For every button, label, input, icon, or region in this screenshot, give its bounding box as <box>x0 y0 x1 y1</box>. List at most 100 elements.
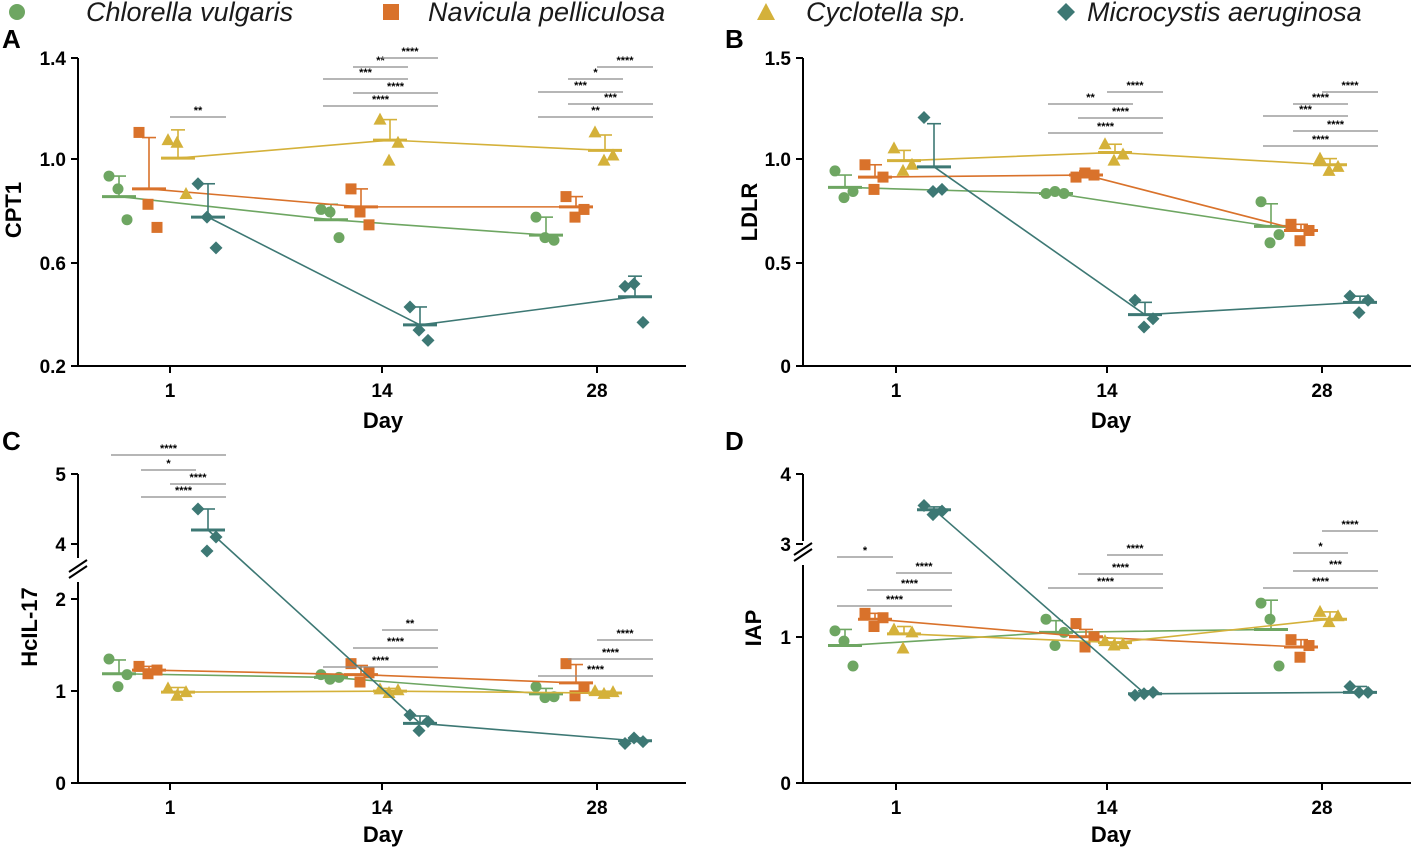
data-point-square <box>560 191 572 203</box>
data-point-square <box>868 621 880 633</box>
data-point-diamond <box>935 182 949 196</box>
series-microcystis-aeruginosa <box>191 502 652 751</box>
data-point-square <box>1303 224 1315 236</box>
data-point-triangle <box>373 682 387 695</box>
data-point-circle <box>838 635 850 647</box>
data-point-square <box>578 203 590 215</box>
data-point-triangle <box>373 112 387 125</box>
panel-d: D IAP Day <box>725 426 1132 847</box>
significance-label: **** <box>387 636 405 648</box>
panel-letter: A <box>2 24 21 54</box>
data-point-square <box>1294 235 1306 247</box>
data-point-diamond <box>935 504 949 518</box>
y-tick-label: 1 <box>55 682 66 703</box>
data-point-square <box>1303 640 1315 652</box>
significance-label: **** <box>1097 576 1115 588</box>
data-point-diamond <box>1343 679 1357 693</box>
data-point-square <box>569 211 581 223</box>
data-point-square <box>859 607 871 619</box>
data-point-diamond <box>200 210 214 224</box>
data-point-triangle <box>161 133 175 146</box>
axis-break-mark <box>68 559 88 573</box>
data-point-square <box>1088 631 1100 643</box>
data-point-square <box>354 676 366 688</box>
y-tick-label: 5 <box>55 465 66 486</box>
data-point-square <box>569 690 581 702</box>
data-point-circle <box>1264 237 1276 249</box>
data-point-triangle <box>391 683 405 696</box>
data-point-circle <box>121 214 133 226</box>
data-point-circle <box>530 211 542 223</box>
significance-brackets: ************************************* <box>837 519 1378 607</box>
data-point-diamond <box>1137 687 1151 701</box>
data-point-triangle <box>1116 147 1130 160</box>
data-point-square <box>345 183 357 195</box>
x-tick-label: 1 <box>165 798 176 819</box>
data-point-triangle <box>1098 137 1112 150</box>
axis-break-mark <box>793 548 813 562</box>
significance-label: **** <box>401 46 419 58</box>
significance-label: *** <box>604 92 618 104</box>
data-point-circle <box>103 170 115 182</box>
data-point-triangle <box>1331 609 1345 622</box>
series-navicula-pelliculosa <box>132 126 593 233</box>
data-point-circle <box>829 165 841 177</box>
y-tick-label: 1.5 <box>765 49 792 70</box>
data-point-triangle <box>887 622 901 635</box>
data-point-triangle <box>391 135 405 148</box>
data-point-triangle <box>905 625 919 638</box>
significance-label: **** <box>901 578 919 590</box>
legend-item-navicula: Navicula pelliculosa <box>383 0 665 27</box>
data-point-triangle <box>170 135 184 148</box>
data-point-circle <box>539 232 551 244</box>
y-tick-label: 0.5 <box>765 254 792 275</box>
y-tick-label: 0.2 <box>40 357 66 378</box>
y-tick-label: 0.6 <box>40 254 66 275</box>
significance-label: ** <box>376 55 385 67</box>
y-tick-label: 0 <box>780 357 791 378</box>
data-point-circle <box>1255 597 1267 609</box>
y-tick-label: 0 <box>780 774 791 795</box>
data-point-circle <box>324 206 336 218</box>
legend-marker-diamond <box>1057 3 1075 21</box>
y-tick-label: 3 <box>780 535 791 556</box>
significance-label: **** <box>1327 119 1345 131</box>
data-point-triangle <box>905 157 919 170</box>
plot-area: 00.51.01.51 14 28*************************… <box>765 49 1411 402</box>
legend-item-cyclotella: Cyclotella sp. <box>757 0 967 27</box>
series-line <box>148 188 576 208</box>
series-line <box>207 216 636 326</box>
y-tick-label: 0 <box>55 774 66 795</box>
x-tick-label: 1 <box>891 381 902 402</box>
data-point-diamond <box>412 724 426 738</box>
y-tick-label: 2 <box>55 590 66 611</box>
x-tick-label: 14 <box>371 798 393 819</box>
series-navicula-pelliculosa <box>858 607 1318 663</box>
data-point-diamond <box>627 277 641 291</box>
significance-label: ** <box>406 618 415 630</box>
data-point-diamond <box>1352 685 1366 699</box>
x-axis-label: Day <box>363 822 404 847</box>
data-point-square <box>1070 171 1082 183</box>
data-point-diamond <box>403 300 417 314</box>
data-point-triangle <box>597 153 611 166</box>
panel-letter: D <box>725 426 744 456</box>
data-point-diamond <box>618 737 632 751</box>
y-axis-label: HcIL-17 <box>17 587 42 666</box>
significance-label: ** <box>591 105 600 117</box>
data-point-circle <box>315 669 327 681</box>
data-point-square <box>363 219 375 231</box>
data-point-square <box>1079 641 1091 653</box>
series-cyclotella-sp <box>887 604 1347 654</box>
data-point-circle <box>847 185 859 197</box>
x-tick-label: 28 <box>1311 798 1332 819</box>
significance-label: * <box>593 67 598 79</box>
data-point-square <box>868 183 880 195</box>
series-microcystis-aeruginosa <box>917 111 1377 334</box>
data-point-square <box>345 658 357 670</box>
significance-label: **** <box>175 485 193 497</box>
data-point-diamond <box>1343 289 1357 303</box>
significance-brackets: *********************************** <box>111 443 653 677</box>
data-point-diamond <box>191 502 205 516</box>
